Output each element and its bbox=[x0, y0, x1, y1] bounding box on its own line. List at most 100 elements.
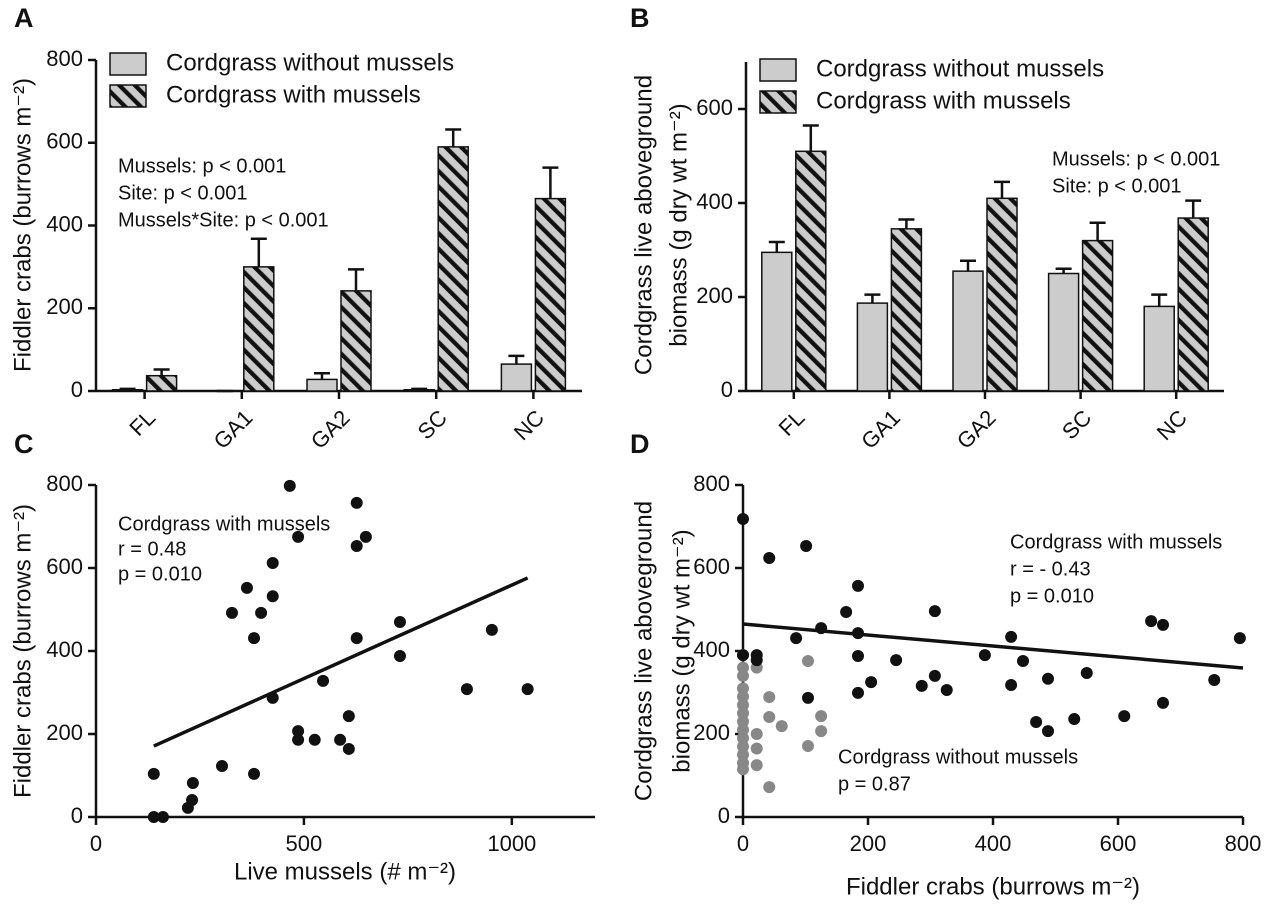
x-axis-label: Fiddler crabs (burrows m⁻²) bbox=[846, 873, 1140, 900]
point bbox=[737, 649, 749, 662]
x-tick-label: 800 bbox=[1225, 831, 1262, 856]
error-bar bbox=[348, 268, 364, 291]
legend-label: Cordgrass with mussels bbox=[816, 87, 1071, 114]
error-bar bbox=[802, 124, 819, 152]
annotation: Site: p < 0.001 bbox=[118, 182, 248, 204]
point bbox=[521, 683, 534, 696]
y-axis-label: biomass (g dry wt m⁻²) bbox=[665, 103, 692, 346]
point bbox=[802, 740, 814, 753]
error-bar bbox=[864, 293, 881, 304]
error-bar bbox=[1185, 199, 1202, 219]
point bbox=[460, 683, 473, 696]
point bbox=[750, 742, 763, 755]
panel-letter: C bbox=[14, 429, 34, 459]
point bbox=[737, 763, 749, 776]
y-axis-label: Fiddler crabs (burrows m⁻²) bbox=[9, 504, 36, 798]
x-tick-label: 0 bbox=[737, 831, 749, 856]
point bbox=[775, 720, 788, 733]
error-bar bbox=[960, 259, 976, 272]
y-tick-label: 0 bbox=[718, 803, 730, 828]
point bbox=[865, 676, 878, 689]
point bbox=[928, 605, 941, 618]
y-axis-label: Cordgrass live aboveground bbox=[630, 75, 657, 375]
point bbox=[802, 654, 814, 667]
annotation: Mussels: p < 0.001 bbox=[118, 155, 286, 177]
point bbox=[350, 496, 363, 509]
legend-label: Cordgrass without mussels bbox=[166, 49, 454, 76]
point bbox=[1068, 713, 1081, 726]
bar bbox=[145, 374, 178, 392]
point bbox=[393, 615, 406, 628]
y-tick-label: 600 bbox=[696, 95, 733, 120]
y-tick-label: 600 bbox=[693, 554, 730, 579]
x-tick-label: SC bbox=[413, 405, 452, 444]
point bbox=[248, 632, 261, 645]
point bbox=[186, 793, 199, 806]
point bbox=[1233, 632, 1246, 645]
point bbox=[737, 682, 749, 695]
error-bar bbox=[508, 354, 525, 365]
point bbox=[1118, 710, 1131, 723]
error-bar bbox=[153, 368, 170, 376]
point bbox=[350, 632, 363, 645]
bar bbox=[1081, 239, 1114, 392]
point bbox=[342, 710, 355, 723]
point bbox=[750, 654, 763, 667]
point bbox=[1017, 654, 1029, 667]
point bbox=[1080, 666, 1093, 679]
bar bbox=[437, 146, 469, 392]
point bbox=[763, 552, 776, 565]
point bbox=[763, 710, 776, 723]
annotation: Cordgrass without mussels bbox=[838, 746, 1078, 768]
point bbox=[393, 649, 406, 662]
point bbox=[890, 654, 903, 667]
point bbox=[225, 606, 238, 619]
point bbox=[1042, 725, 1054, 738]
y-tick-label: 400 bbox=[46, 637, 83, 662]
x-tick-label: FL bbox=[774, 405, 810, 441]
bar bbox=[1143, 305, 1175, 392]
point bbox=[1005, 679, 1018, 692]
legend-swatch bbox=[759, 90, 797, 114]
point bbox=[255, 606, 268, 619]
point bbox=[737, 732, 749, 745]
bar bbox=[243, 266, 275, 392]
error-bar bbox=[898, 218, 915, 229]
bar bbox=[340, 290, 372, 392]
point bbox=[737, 723, 749, 736]
y-axis-label: Cordgrass live aboveground bbox=[630, 501, 657, 801]
point bbox=[737, 513, 749, 526]
point bbox=[737, 740, 749, 753]
panel-letter: B bbox=[630, 3, 650, 33]
y-tick-label: 400 bbox=[693, 637, 730, 662]
legend-swatch bbox=[759, 58, 797, 82]
x-tick-label: 0 bbox=[90, 831, 102, 856]
bar bbox=[500, 363, 533, 392]
error-bar bbox=[445, 128, 462, 147]
point bbox=[240, 581, 253, 594]
point bbox=[266, 590, 279, 603]
point bbox=[342, 742, 355, 755]
error-bar bbox=[411, 387, 428, 391]
point bbox=[292, 725, 305, 738]
point bbox=[915, 679, 928, 692]
panel-letter: A bbox=[14, 3, 34, 33]
panel-letter: D bbox=[630, 429, 650, 459]
point bbox=[737, 707, 749, 720]
point bbox=[737, 698, 749, 711]
y-tick-label: 400 bbox=[46, 211, 83, 236]
point bbox=[292, 530, 305, 543]
x-tick-label: GA2 bbox=[952, 405, 1001, 454]
point bbox=[940, 684, 953, 697]
point bbox=[737, 690, 749, 703]
legend-label: Cordgrass with mussels bbox=[166, 81, 421, 108]
legend-swatch bbox=[109, 52, 147, 76]
point bbox=[1030, 715, 1043, 728]
point bbox=[283, 479, 296, 492]
annotation: Mussels*Site: p < 0.001 bbox=[118, 209, 329, 231]
point bbox=[750, 759, 763, 772]
x-tick-label: 200 bbox=[850, 831, 887, 856]
x-tick-label: 600 bbox=[1100, 831, 1137, 856]
x-tick-label: 500 bbox=[286, 831, 323, 856]
